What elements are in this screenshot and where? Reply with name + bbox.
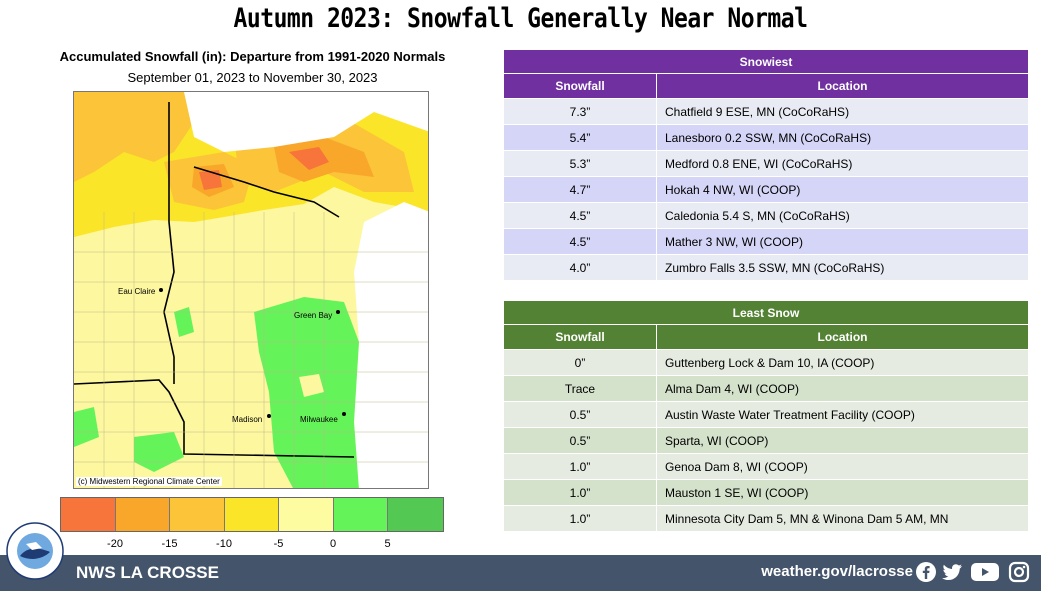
legend-swatch	[115, 498, 170, 531]
least-col-snowfall: Snowfall	[503, 324, 657, 350]
legend-swatch	[388, 498, 443, 531]
snowfall-value: 4.0”	[503, 254, 657, 281]
nws-logo	[6, 522, 64, 580]
table-row: 5.4” Lanesboro 0.2 SSW, MN (CoCoRaHS)	[503, 124, 1029, 151]
city-label-madison: Madison	[232, 415, 263, 424]
snowfall-value: 1.0”	[503, 453, 657, 480]
location-name: Caledonia 5.4 S, MN (CoCoRaHS)	[656, 202, 1029, 229]
legend-tick-label: -15	[161, 538, 178, 550]
location-name: Chatfield 9 ESE, MN (CoCoRaHS)	[656, 98, 1029, 125]
city-label-eau-claire: Eau Claire	[118, 287, 156, 296]
legend-tick-label: -10	[216, 538, 232, 550]
twitter-icon[interactable]	[941, 561, 963, 583]
snowfall-value: 0”	[503, 349, 657, 376]
city-label-green-bay: Green Bay	[294, 311, 333, 320]
snowfall-value: Trace	[503, 375, 657, 402]
legend-tick-label: 5	[384, 538, 391, 550]
table-row: 7.3” Chatfield 9 ESE, MN (CoCoRaHS)	[503, 98, 1029, 125]
location-name: Lanesboro 0.2 SSW, MN (CoCoRaHS)	[656, 124, 1029, 151]
snowfall-value: 4.5”	[503, 228, 657, 255]
office-name: NWS LA CROSSE	[76, 563, 219, 582]
least-col-location: Location	[656, 324, 1029, 350]
location-name: Genoa Dam 8, WI (COOP)	[656, 453, 1029, 480]
map-legend	[60, 497, 444, 532]
table-row: Trace Alma Dam 4, WI (COOP)	[503, 375, 1029, 402]
legend-swatch	[170, 498, 225, 531]
snowfall-value: 4.7”	[503, 176, 657, 203]
legend-swatch	[224, 498, 279, 531]
table-row: 1.0” Genoa Dam 8, WI (COOP)	[503, 453, 1029, 480]
table-row: 0” Guttenberg Lock & Dam 10, IA (COOP)	[503, 349, 1029, 376]
table-row: 0.5” Austin Waste Water Treatment Facilit…	[503, 401, 1029, 428]
legend-tick-label: 0	[329, 538, 337, 550]
youtube-icon[interactable]	[970, 561, 1000, 583]
instagram-icon[interactable]	[1008, 561, 1030, 583]
snowfall-departure-map: Eau Claire Green Bay Madison Milwaukee (…	[73, 91, 429, 489]
table-row: 5.3” Medford 0.8 ENE, WI (CoCoRaHS)	[503, 150, 1029, 177]
snowfall-value: 7.3”	[503, 98, 657, 125]
snowiest-caption: Snowiest	[503, 49, 1029, 74]
legend-swatch	[279, 498, 334, 531]
city-marker	[342, 412, 346, 416]
city-marker	[159, 288, 163, 292]
location-name: Alma Dam 4, WI (COOP)	[656, 375, 1029, 402]
snowiest-table: Snowiest Snowfall Location 7.3” Chatfield…	[503, 49, 1029, 281]
snowfall-value: 4.5”	[503, 202, 657, 229]
page-title: Autumn 2023: Snowfall Generally Near Nor…	[233, 4, 808, 34]
table-row: 1.0” Minnesota City Dam 5, MN & Winona Da…	[503, 505, 1029, 532]
location-name: Hokah 4 NW, WI (COOP)	[656, 176, 1029, 203]
map-title: Accumulated Snowfall (in): Departure fro…	[59, 49, 446, 64]
footer-bar: NWS LA CROSSE weather.gov/lacrosse	[0, 555, 1041, 591]
snowiest-col-snowfall: Snowfall	[503, 73, 657, 99]
table-row: 1.0” Mauston 1 SE, WI (COOP)	[503, 479, 1029, 506]
table-row: 4.0” Zumbro Falls 3.5 SSW, MN (CoCoRaHS)	[503, 254, 1029, 281]
legend-swatch	[333, 498, 388, 531]
table-row: 4.7” Hokah 4 NW, WI (COOP)	[503, 176, 1029, 203]
location-name: Medford 0.8 ENE, WI (CoCoRaHS)	[656, 150, 1029, 177]
location-name: Mauston 1 SE, WI (COOP)	[656, 479, 1029, 506]
least-snow-caption: Least Snow	[503, 300, 1029, 325]
table-row: 0.5” Sparta, WI (COOP)	[503, 427, 1029, 454]
snowfall-value: 0.5”	[503, 401, 657, 428]
legend-tick-label: -5	[273, 538, 284, 550]
location-name: Zumbro Falls 3.5 SSW, MN (CoCoRaHS)	[656, 254, 1029, 281]
map-date-range: September 01, 2023 to November 30, 2023	[127, 70, 378, 85]
city-marker	[336, 310, 340, 314]
city-marker	[267, 414, 271, 418]
map-graphic	[74, 92, 428, 488]
location-name: Austin Waste Water Treatment Facility (C…	[656, 401, 1029, 428]
table-row: 4.5” Mather 3 NW, WI (COOP)	[503, 228, 1029, 255]
least-snow-table: Least Snow Snowfall Location 0” Guttenber…	[503, 300, 1029, 532]
location-name: Mather 3 NW, WI (COOP)	[656, 228, 1029, 255]
location-name: Sparta, WI (COOP)	[656, 427, 1029, 454]
facebook-icon[interactable]	[915, 561, 937, 583]
snowiest-col-location: Location	[656, 73, 1029, 99]
legend-ticks: -20 -15 -10 -5 0 5	[0, 538, 1041, 552]
snowfall-value: 5.4”	[503, 124, 657, 151]
location-name: Guttenberg Lock & Dam 10, IA (COOP)	[656, 349, 1029, 376]
legend-tick-label: -20	[107, 538, 123, 550]
website-link[interactable]: weather.gov/lacrosse	[761, 563, 913, 580]
snowfall-value: 5.3”	[503, 150, 657, 177]
snowfall-value: 0.5”	[503, 427, 657, 454]
snowfall-value: 1.0”	[503, 505, 657, 532]
snowfall-value: 1.0”	[503, 479, 657, 506]
map-credit: (c) Midwestern Regional Climate Center	[76, 477, 222, 486]
legend-swatch	[61, 498, 116, 531]
city-label-milwaukee: Milwaukee	[300, 415, 338, 424]
location-name: Minnesota City Dam 5, MN & Winona Dam 5 …	[656, 505, 1029, 532]
table-row: 4.5” Caledonia 5.4 S, MN (CoCoRaHS)	[503, 202, 1029, 229]
